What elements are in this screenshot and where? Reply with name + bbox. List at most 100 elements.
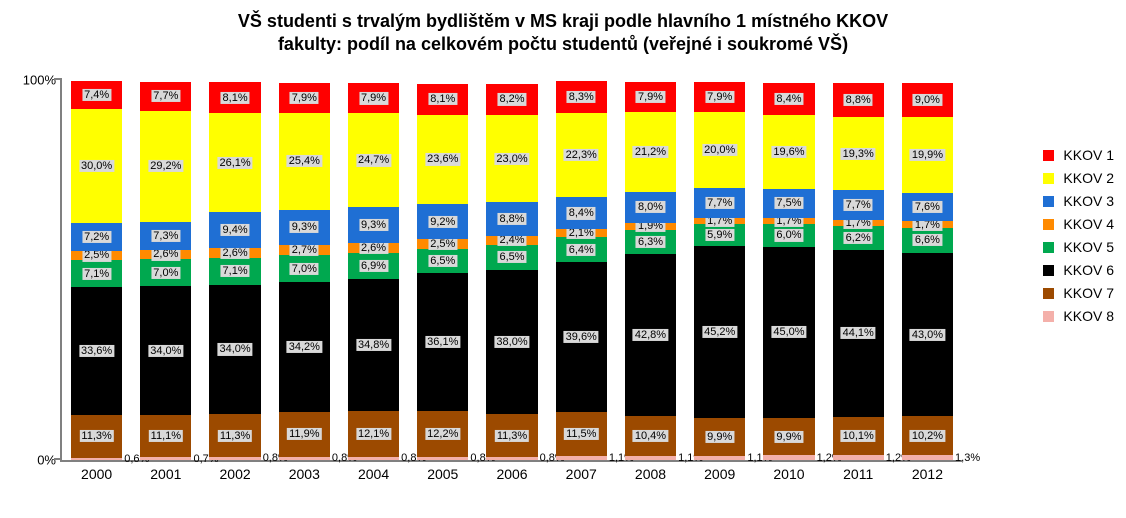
segment-label: 8,1%	[221, 92, 250, 104]
stacked-bar: 0,8%11,9%34,2%7,0%2,7%9,3%25,4%7,9%	[279, 80, 330, 460]
segment-label: 9,2%	[428, 216, 457, 228]
segment-label: 7,7%	[151, 90, 180, 102]
bar-segment-k7: 9,9%	[694, 418, 745, 456]
bar-segment-k6: 42,8%	[625, 254, 676, 417]
bar-segment-k5: 7,0%	[279, 255, 330, 282]
year-column: 0,8%11,3%34,0%7,1%2,6%9,4%26,1%8,1%2002	[200, 80, 269, 460]
bar-segment-k4: 1,7%	[833, 220, 884, 226]
x-tick-label: 2001	[131, 460, 200, 482]
year-column: 0,8%12,2%36,1%6,5%2,5%9,2%23,6%8,1%2005	[408, 80, 477, 460]
segment-label: 6,4%	[567, 243, 596, 255]
bar-segment-k5: 6,0%	[763, 224, 814, 247]
segment-label: 11,9%	[287, 428, 321, 440]
segment-label: 9,0%	[913, 94, 942, 106]
stacked-bar: 0,8%12,1%34,8%6,9%2,6%9,3%24,7%7,9%	[348, 80, 399, 460]
segment-label: 7,0%	[151, 267, 180, 279]
x-tick-label: 2008	[616, 460, 685, 482]
year-column: 1,2%9,9%45,0%6,0%1,7%7,5%19,6%8,4%2010	[754, 80, 823, 460]
segment-label: 7,7%	[705, 197, 734, 209]
bar-segment-k7: 11,1%	[140, 415, 191, 457]
bar-segment-k1: 8,1%	[417, 84, 468, 115]
segment-label: 21,2%	[633, 146, 668, 158]
segment-label: 29,2%	[148, 160, 183, 172]
bar-segment-k3: 7,5%	[763, 189, 814, 218]
legend-label: KKOV 5	[1063, 239, 1114, 255]
stacked-bar: 0,7%11,1%34,0%7,0%2,6%7,3%29,2%7,7%	[140, 80, 191, 460]
bar-segment-k2: 20,0%	[694, 112, 745, 188]
bar-segment-k4: 1,7%	[694, 218, 745, 224]
x-tick-label: 2011	[824, 460, 893, 482]
segment-label: 44,1%	[841, 327, 876, 339]
legend-swatch	[1043, 242, 1054, 253]
y-tick-label: 0%	[37, 453, 62, 468]
segment-label: 7,3%	[151, 230, 180, 242]
bar-segment-k3: 7,3%	[140, 222, 191, 250]
bar-segment-k6: 34,0%	[209, 285, 260, 414]
bar-segment-k7: 11,9%	[279, 412, 330, 457]
segment-label: 7,9%	[705, 91, 734, 103]
year-column: 0,8%11,9%34,2%7,0%2,7%9,3%25,4%7,9%2003	[270, 80, 339, 460]
segment-label: 11,5%	[564, 428, 598, 440]
bar-segment-k2: 29,2%	[140, 111, 191, 222]
year-column: 1,3%10,2%43,0%6,6%1,7%7,6%19,9%9,0%2012	[893, 80, 962, 460]
bar-segment-k4: 2,4%	[486, 236, 537, 245]
legend-label: KKOV 8	[1063, 308, 1114, 324]
segment-label: 8,4%	[567, 207, 596, 219]
bar-segment-k7: 11,3%	[71, 415, 122, 458]
bar-segment-k3: 8,4%	[556, 197, 607, 229]
segment-label: 2,6%	[151, 248, 180, 260]
segment-label: 39,6%	[564, 331, 599, 343]
bar-segment-k1: 7,9%	[694, 82, 745, 112]
bar-segment-k1: 8,3%	[556, 81, 607, 113]
legend-swatch	[1043, 219, 1054, 230]
segment-label: 8,8%	[497, 213, 526, 225]
segment-label: 11,3%	[495, 429, 529, 441]
x-tick-label: 2000	[62, 460, 131, 482]
bar-segment-k3: 9,3%	[279, 210, 330, 245]
year-column: 1,2%10,1%44,1%6,2%1,7%7,7%19,3%8,8%2011	[824, 80, 893, 460]
bar-segment-k1: 7,9%	[348, 83, 399, 113]
bar-segment-k5: 7,0%	[140, 259, 191, 286]
legend-label: KKOV 3	[1063, 193, 1114, 209]
segment-label: 36,1%	[425, 336, 460, 348]
x-tick-label: 2012	[893, 460, 962, 482]
legend-label: KKOV 4	[1063, 216, 1114, 232]
segment-label: 8,4%	[774, 93, 803, 105]
segment-label: 5,9%	[705, 229, 734, 241]
segment-label: 7,5%	[774, 197, 803, 209]
segment-label: 10,4%	[633, 430, 668, 442]
bar-segment-k2: 19,9%	[902, 117, 953, 193]
segment-label: 7,1%	[221, 265, 250, 277]
stacked-bar: 1,2%9,9%45,0%6,0%1,7%7,5%19,6%8,4%	[763, 80, 814, 460]
bar-segment-k6: 44,1%	[833, 250, 884, 418]
segment-label: 34,2%	[287, 341, 322, 353]
segment-label: 25,4%	[287, 155, 322, 167]
segment-label: 8,0%	[636, 201, 665, 213]
y-tick-mark	[54, 458, 62, 460]
title-line1: VŠ studenti s trvalým bydlištěm v MS kra…	[238, 11, 888, 31]
bar-segment-k6: 45,0%	[763, 247, 814, 418]
bar-segment-k7: 12,1%	[348, 411, 399, 457]
legend-item: KKOV 4	[1043, 216, 1114, 232]
stacked-bar: 1,1%10,4%42,8%6,3%1,9%8,0%21,2%7,9%	[625, 80, 676, 460]
segment-label: 34,0%	[148, 345, 183, 357]
segment-label: 42,8%	[633, 329, 668, 341]
segment-label: 8,8%	[844, 94, 873, 106]
segment-label: 34,8%	[356, 339, 391, 351]
legend-item: KKOV 2	[1043, 170, 1114, 186]
bar-segment-k5: 6,2%	[833, 226, 884, 250]
segment-label: 9,9%	[774, 431, 803, 443]
segment-label: 34,0%	[217, 343, 252, 355]
segment-label: 7,1%	[82, 268, 111, 280]
segment-label: 2,6%	[221, 247, 250, 259]
legend-swatch	[1043, 265, 1054, 276]
segment-label: 12,2%	[425, 428, 460, 440]
bar-segment-k6: 39,6%	[556, 262, 607, 412]
segment-label: 45,0%	[771, 326, 806, 338]
bar-segment-k3: 8,0%	[625, 192, 676, 222]
legend-label: KKOV 1	[1063, 147, 1114, 163]
year-column: 1,1%11,5%39,6%6,4%2,1%8,4%22,3%8,3%2007	[547, 80, 616, 460]
segment-label: 10,1%	[841, 430, 876, 442]
bar-segment-k3: 9,3%	[348, 207, 399, 242]
stacked-bar: 0,8%11,3%38,0%6,5%2,4%8,8%23,0%8,2%	[486, 80, 537, 460]
